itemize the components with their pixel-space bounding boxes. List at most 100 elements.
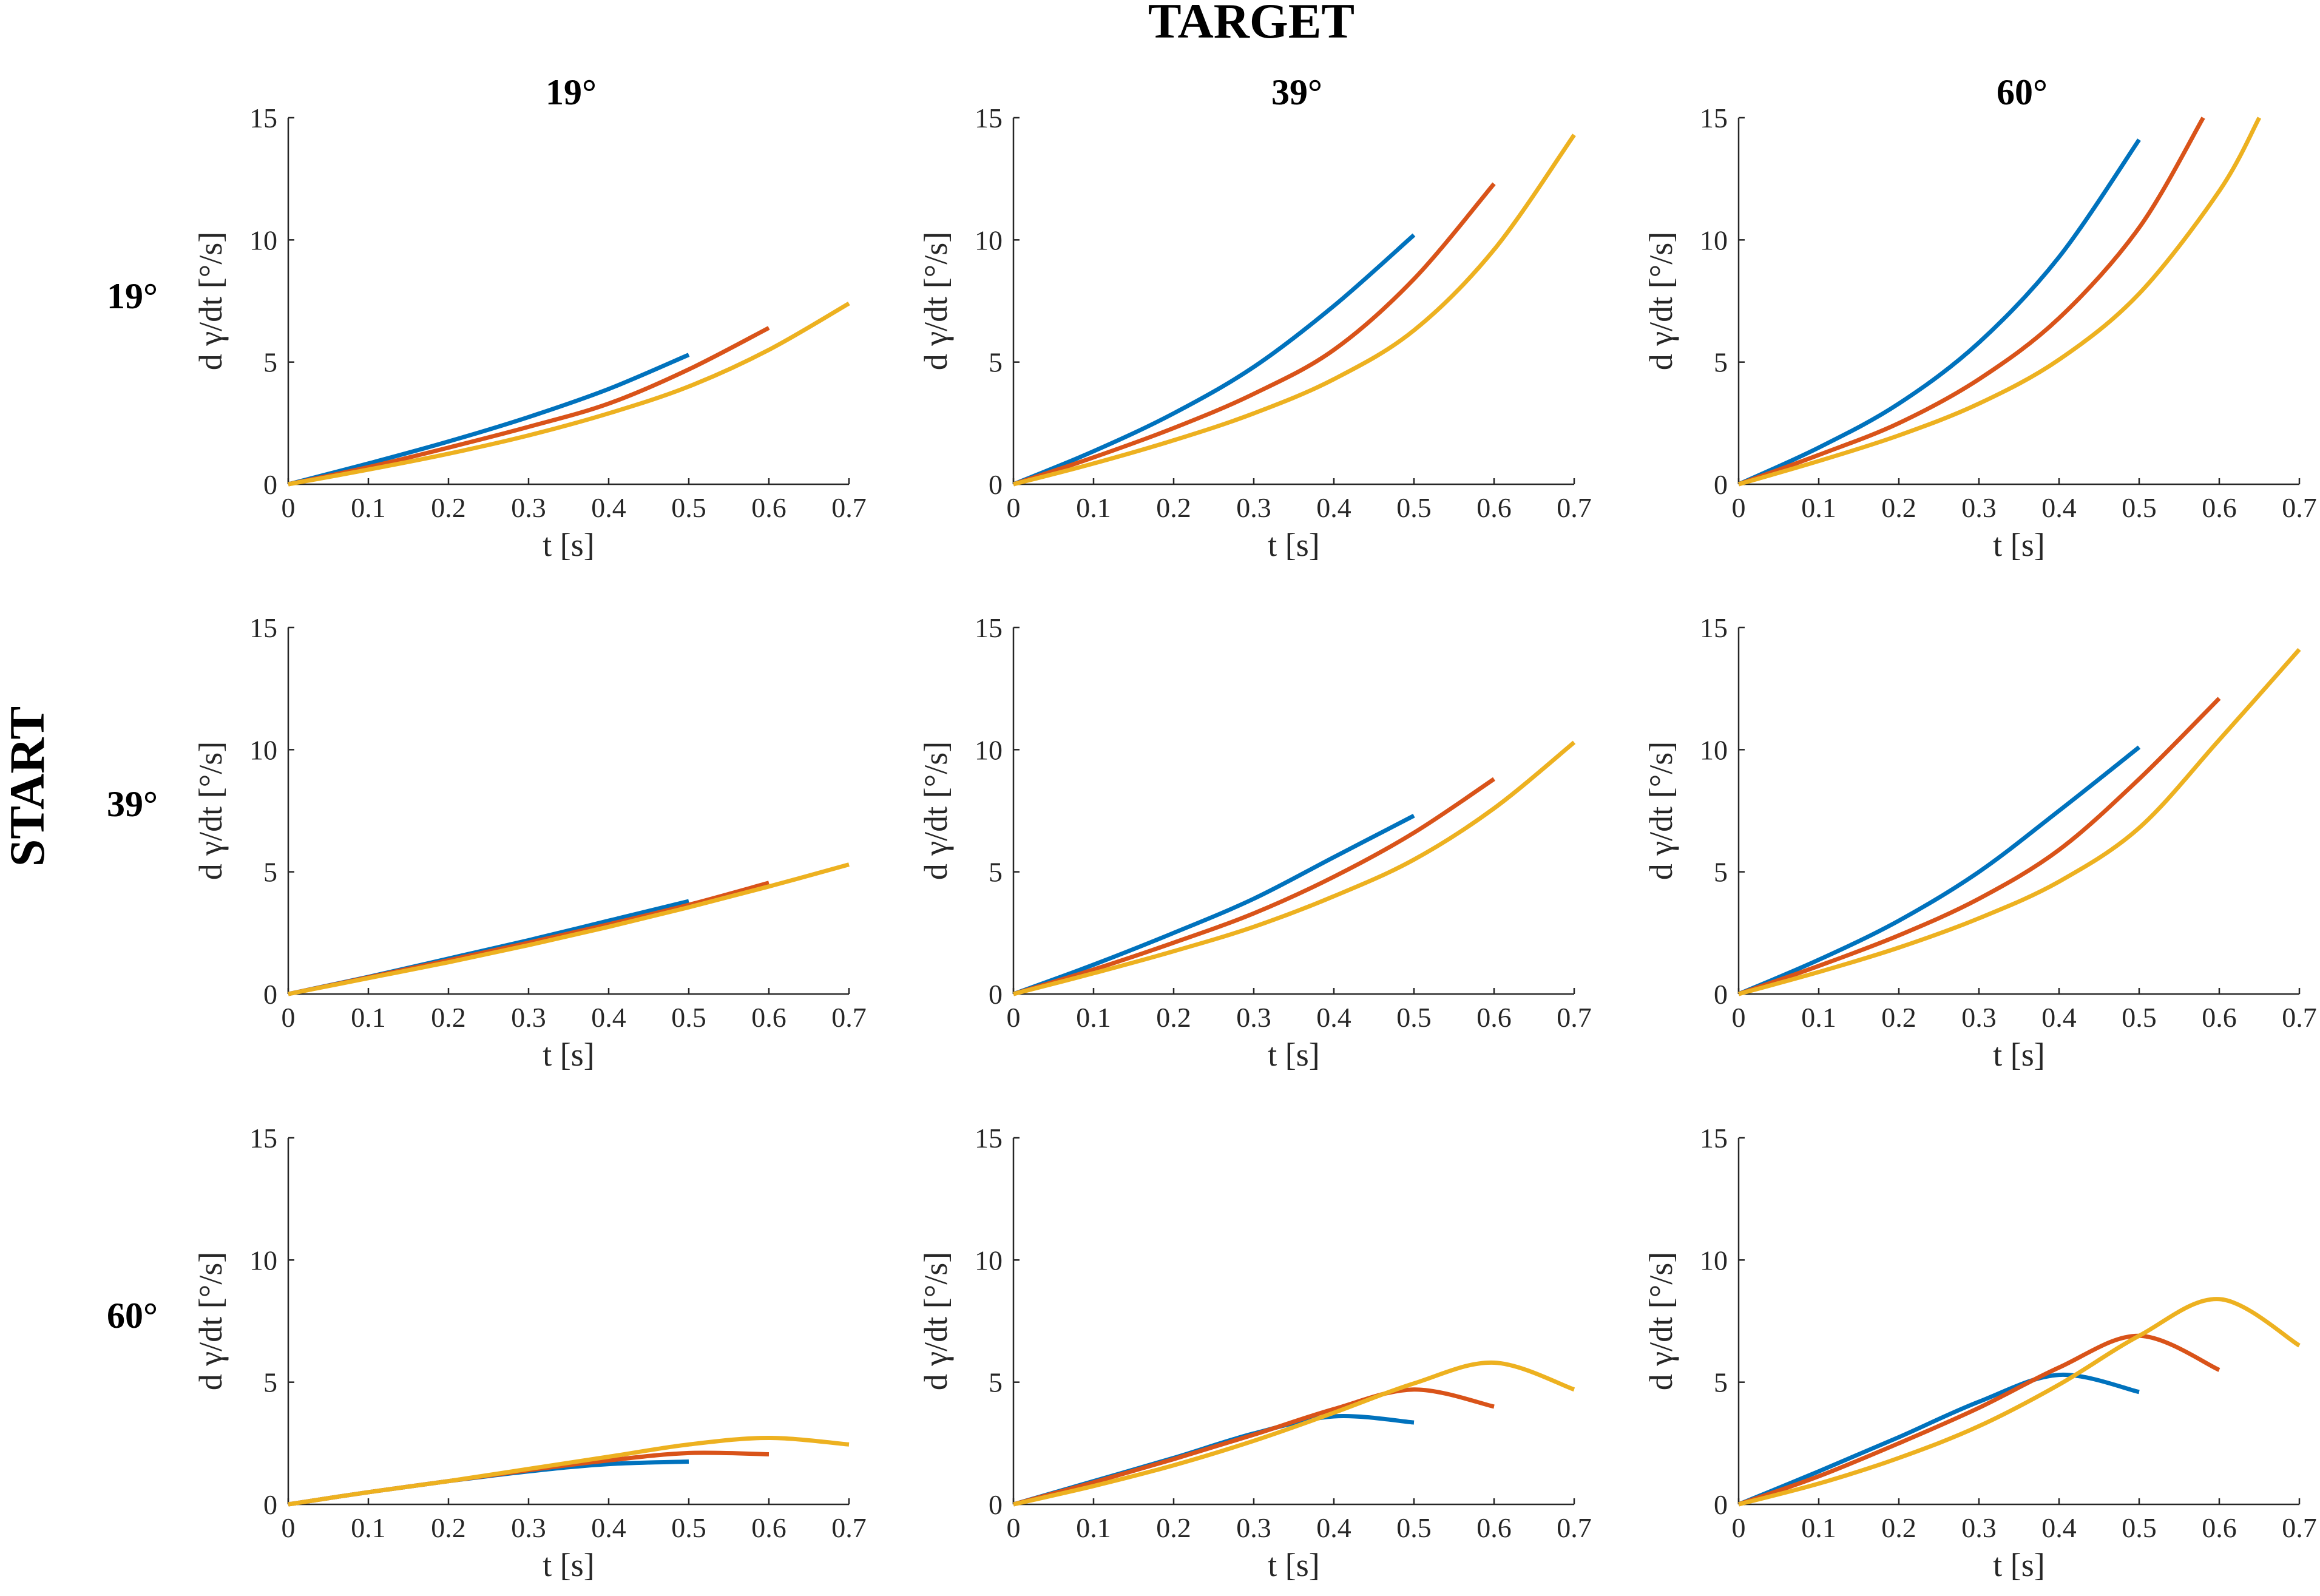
x-tick-label: 0.6	[1476, 1002, 1512, 1033]
y-tick-label: 0	[263, 469, 277, 500]
x-tick-label: 0.6	[1476, 1512, 1512, 1543]
subplot-r2-c3: 0 0.1 0.2 0.3 0.4 0.5 0.6 0.7 0 5 10 15 t [s] d γ/dt …	[1643, 612, 2317, 1073]
subplot-r2-c2: 0 0.1 0.2 0.3 0.4 0.5 0.6 0.7 0 5 10 15 t [s] d γ/dt …	[918, 612, 1592, 1073]
x-tick-label: 0.6	[1476, 492, 1512, 523]
x-tick-label: 0.5	[1396, 492, 1432, 523]
y-tick-label: 10	[975, 225, 1003, 255]
x-tick-label: 0.3	[1236, 1002, 1271, 1033]
y-tick-label: 5	[1714, 857, 1728, 888]
y-tick-label: 10	[249, 734, 277, 765]
x-tick-label: 0.2	[1156, 1512, 1191, 1543]
x-axis-label: t [s]	[543, 527, 594, 563]
x-tick-label: 0.6	[751, 1512, 786, 1543]
series-line-series1	[1737, 138, 2141, 487]
x-tick-label: 0.7	[2282, 1512, 2317, 1543]
x-tick-label: 0.5	[1396, 1002, 1432, 1033]
x-tick-label: 0.7	[831, 1002, 867, 1033]
x-tick-label: 0.1	[1801, 492, 1836, 523]
y-tick-label: 5	[263, 347, 277, 378]
x-tick-label: 0.6	[2202, 1002, 2237, 1033]
series-line-series3	[1738, 648, 2301, 996]
x-tick-label: 0.2	[1881, 1002, 1916, 1033]
x-tick-label: 0.1	[1076, 1002, 1111, 1033]
y-tick-label: 15	[975, 612, 1003, 643]
x-tick-label: 0.3	[1961, 1002, 1997, 1033]
y-tick-label: 15	[249, 612, 277, 643]
y-axis-label: d γ/dt [°/s]	[1643, 1252, 1679, 1390]
y-axis-label: d γ/dt [°/s]	[1643, 232, 1679, 370]
x-tick-label: 0.7	[1557, 1002, 1592, 1033]
series-line-series3	[1013, 740, 1576, 996]
row-title-1: 19°	[107, 276, 158, 316]
x-tick-label: 0.1	[1076, 1512, 1111, 1543]
x-tick-label: 0.4	[2041, 492, 2077, 523]
x-tick-label: 0	[1007, 1512, 1021, 1543]
column-title-3: 60°	[1997, 72, 2048, 112]
series-line-series1	[288, 1459, 689, 1507]
y-tick-label: 5	[989, 857, 1003, 888]
series-line-series3	[1013, 1360, 1575, 1507]
x-tick-label: 0.2	[1156, 492, 1191, 523]
y-tick-label: 10	[1700, 1245, 1728, 1276]
series-line-series3	[288, 862, 850, 996]
x-tick-label: 0.6	[2202, 1512, 2237, 1543]
series-line-series2	[1737, 697, 2221, 996]
y-tick-label: 0	[263, 1489, 277, 1520]
x-tick-label: 0.4	[591, 1002, 626, 1033]
x-tick-label: 0.6	[751, 1002, 786, 1033]
start-title: START	[0, 706, 55, 867]
x-tick-label: 0.7	[1557, 1512, 1592, 1543]
x-axis-label: t [s]	[1268, 527, 1319, 563]
series-line-series2	[1012, 182, 1496, 487]
y-axis-label: d γ/dt [°/s]	[918, 742, 954, 880]
x-tick-label: 0.7	[2282, 492, 2317, 523]
x-tick-label: 0	[282, 1002, 296, 1033]
x-tick-label: 0.5	[671, 1002, 706, 1033]
series-line-series3	[1738, 1297, 2301, 1507]
y-tick-label: 15	[1700, 1123, 1728, 1154]
x-tick-label: 0.2	[1881, 1512, 1916, 1543]
y-tick-label: 0	[1714, 469, 1728, 500]
series-line-series1	[1737, 745, 2141, 996]
series-line-series2	[288, 1450, 769, 1507]
x-axis-label: t [s]	[1268, 1547, 1319, 1583]
subplot-r1-c2: 0 0.1 0.2 0.3 0.4 0.5 0.6 0.7 0 5 10 15 t [s] d γ/dt …	[918, 103, 1592, 563]
subplot-grid: 0 0.1 0.2 0.3 0.4 0.5 0.6 0.7 0 5 10 15 t [s] d γ/dt …	[192, 103, 2317, 1583]
x-tick-label: 0.2	[1881, 492, 1916, 523]
x-tick-label: 0.7	[2282, 1002, 2317, 1033]
y-tick-label: 0	[989, 1489, 1003, 1520]
y-axis-label: d γ/dt [°/s]	[192, 232, 229, 370]
column-title-2: 39°	[1271, 72, 1322, 112]
subplot-r3-c3: 0 0.1 0.2 0.3 0.4 0.5 0.6 0.7 0 5 10 15 t [s] d γ/dt …	[1643, 1123, 2317, 1583]
x-tick-label: 0.1	[351, 1512, 386, 1543]
x-tick-label: 0	[1732, 1512, 1746, 1543]
y-tick-label: 5	[263, 857, 277, 888]
x-tick-label: 0.7	[831, 1512, 867, 1543]
subplot-r3-c2: 0 0.1 0.2 0.3 0.4 0.5 0.6 0.7 0 5 10 15 t [s] d γ/dt …	[918, 1123, 1592, 1583]
x-axis-label: t [s]	[1268, 1036, 1319, 1073]
y-axis-label: d γ/dt [°/s]	[192, 1252, 229, 1390]
x-tick-label: 0.1	[1801, 1512, 1836, 1543]
x-tick-label: 0.6	[2202, 492, 2237, 523]
subplot-r2-c1: 0 0.1 0.2 0.3 0.4 0.5 0.6 0.7 0 5 10 15 t [s] d γ/dt …	[192, 612, 867, 1073]
y-tick-label: 5	[1714, 347, 1728, 378]
subplot-r1-c1: 0 0.1 0.2 0.3 0.4 0.5 0.6 0.7 0 5 10 15 t [s] d γ/dt …	[192, 103, 867, 563]
x-tick-label: 0.5	[2122, 1512, 2157, 1543]
y-tick-label: 15	[1700, 103, 1728, 134]
x-tick-label: 0	[1007, 492, 1021, 523]
series-line-series1	[1012, 813, 1415, 996]
x-tick-label: 0.3	[1961, 492, 1997, 523]
x-tick-label: 0.3	[511, 492, 546, 523]
x-axis-label: t [s]	[1993, 527, 2044, 563]
x-tick-label: 0.1	[351, 1002, 386, 1033]
subplot-r1-c3: 0 0.1 0.2 0.3 0.4 0.5 0.6 0.7 0 5 10 15 t [s] d γ/dt …	[1643, 103, 2317, 563]
series-line-series1	[1737, 1372, 2140, 1507]
x-tick-label: 0.2	[1156, 1002, 1191, 1033]
x-tick-label: 0.4	[2041, 1002, 2077, 1033]
x-tick-label: 0.4	[1316, 1002, 1351, 1033]
series-line-series1	[288, 353, 690, 487]
y-tick-label: 10	[1700, 734, 1728, 765]
y-tick-label: 0	[989, 979, 1003, 1010]
x-axis-label: t [s]	[543, 1036, 594, 1073]
